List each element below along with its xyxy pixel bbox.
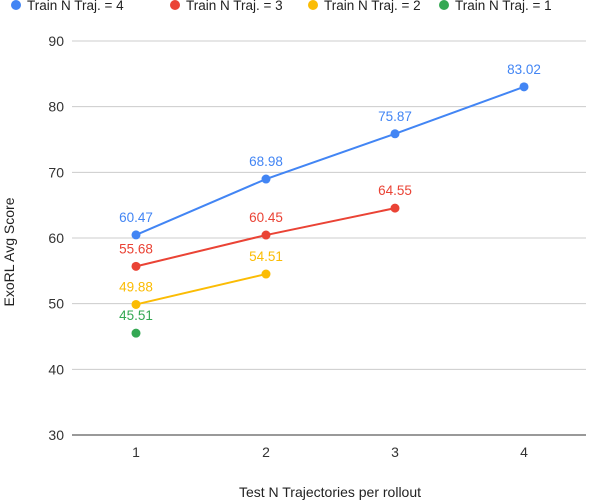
data-label: 60.45	[249, 210, 283, 225]
data-point	[131, 328, 141, 338]
series-line	[135, 273, 267, 306]
y-tick-label: 30	[48, 427, 64, 443]
data-label: 83.02	[507, 62, 541, 77]
legend-marker	[11, 0, 21, 10]
data-point	[390, 129, 400, 139]
data-point	[131, 230, 141, 240]
x-tick-label: 1	[132, 444, 140, 460]
data-labels: 60.47 68.98 75.87 83.02 55.68 60.45 64.55 49.88…	[119, 62, 541, 323]
data-label: 75.87	[378, 109, 412, 124]
y-axis-title: ExoRL Avg Score	[1, 197, 17, 306]
x-tick-label: 2	[262, 444, 270, 460]
legend-item: Train N Traj. = 3	[170, 0, 283, 13]
data-label: 68.98	[249, 154, 283, 169]
legend-item: Train N Traj. = 2	[308, 0, 421, 13]
series-lines	[131, 82, 529, 338]
y-tick-label: 80	[48, 99, 64, 115]
data-label: 55.68	[119, 241, 153, 256]
gridlines	[72, 40, 586, 436]
data-point	[131, 261, 141, 271]
y-tick-label: 50	[48, 296, 64, 312]
y-tick-label: 70	[48, 164, 64, 180]
series-4	[131, 328, 141, 338]
data-label: 60.47	[119, 210, 153, 225]
data-point	[261, 269, 271, 279]
data-label: 49.88	[119, 279, 153, 294]
data-label: 64.55	[378, 183, 412, 198]
data-point	[131, 299, 141, 309]
series-2	[131, 203, 400, 271]
legend-marker	[170, 0, 180, 10]
legend-marker	[439, 0, 449, 10]
legend-item: Train N Traj. = 1	[439, 0, 552, 13]
x-axis-ticks: 1 2 3 4	[132, 444, 528, 460]
x-tick-label: 3	[391, 444, 399, 460]
data-label: 54.51	[249, 249, 283, 264]
series-line	[135, 85, 525, 236]
data-point	[261, 174, 271, 184]
legend-label: Train N Traj. = 4	[27, 0, 124, 13]
y-tick-label: 90	[48, 33, 64, 49]
data-point	[519, 82, 529, 92]
data-point	[261, 230, 271, 240]
legend-label: Train N Traj. = 1	[455, 0, 552, 13]
legend: Train N Traj. = 4 Train N Traj. = 3 Train …	[11, 0, 552, 13]
series-1	[131, 82, 529, 240]
y-axis-ticks: 30 40 50 60 70 80 90	[48, 33, 64, 443]
legend-label: Train N Traj. = 3	[186, 0, 283, 13]
legend-label: Train N Traj. = 2	[324, 0, 421, 13]
x-axis-title: Test N Trajectories per rollout	[239, 484, 421, 500]
x-tick-label: 4	[520, 444, 528, 460]
series-3	[131, 269, 271, 309]
data-point	[390, 203, 400, 213]
y-tick-label: 60	[48, 230, 64, 246]
data-label: 45.51	[119, 308, 153, 323]
y-tick-label: 40	[48, 361, 64, 377]
legend-item: Train N Traj. = 4	[11, 0, 124, 13]
legend-marker	[308, 0, 318, 10]
